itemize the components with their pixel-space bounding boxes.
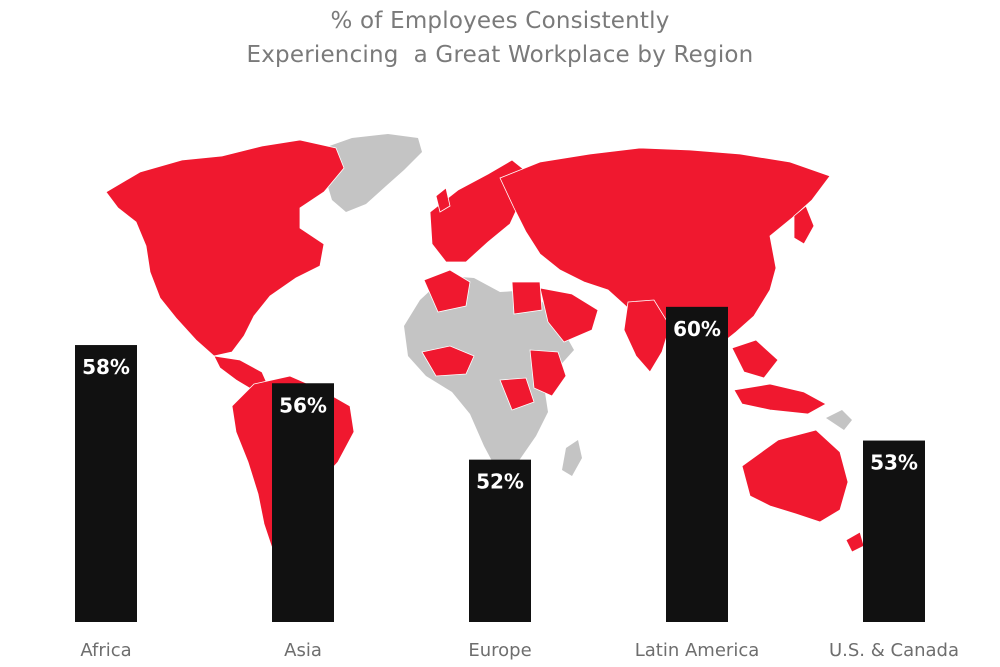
category-label-asia: Asia — [284, 640, 322, 661]
bar-latin-america — [666, 306, 728, 622]
data-label-europe: 52% — [476, 470, 524, 494]
chart-title-line-1: % of Employees Consistently — [330, 8, 670, 34]
data-labels-group: 58% 56% 52% 60% 53% — [82, 317, 918, 494]
bar-u-s-canada — [863, 440, 925, 622]
category-label-u-s-canada: U.S. & Canada — [829, 640, 959, 661]
map-region-egypt — [511, 281, 543, 315]
map-region-australia — [741, 429, 849, 523]
map-region-japan — [793, 205, 815, 245]
map-region-north-africa — [423, 269, 471, 313]
category-labels-group: Africa Asia Europe Latin America U.S. & Cana… — [80, 640, 959, 661]
map-region-west-africa — [421, 345, 475, 377]
bar-asia — [272, 383, 334, 622]
category-label-europe: Europe — [468, 640, 531, 661]
data-label-asia: 56% — [279, 393, 327, 417]
map-region-central-africa — [499, 377, 535, 411]
chart-title-line-2: Experiencing a Great Workplace by Region — [246, 42, 754, 68]
category-label-africa: Africa — [80, 640, 131, 661]
map-region-india — [623, 299, 671, 373]
map-region-indonesia — [733, 383, 827, 415]
data-label-u-s-canada: 53% — [870, 451, 918, 475]
bar-europe — [469, 459, 531, 622]
category-label-latin-america: Latin America — [635, 640, 760, 661]
map-region-north-america — [105, 139, 345, 357]
map-region-uk — [435, 187, 451, 213]
map-region-arabia — [539, 287, 599, 343]
map-region-se-asia — [731, 339, 779, 379]
bars-group — [75, 306, 925, 622]
map-region-new-guinea-gray — [826, 410, 852, 430]
bar-africa — [75, 345, 137, 622]
data-label-latin-america: 60% — [673, 317, 721, 341]
map-region-east-africa — [529, 349, 567, 397]
chart-title: % of Employees Consistently Experiencing… — [0, 4, 1000, 72]
map-region-new-zealand — [845, 531, 865, 553]
map-region-russia-asia — [499, 147, 831, 353]
map-region-madagascar — [562, 440, 582, 476]
map-region-africa-gray — [404, 276, 574, 476]
data-label-africa: 58% — [82, 355, 130, 379]
map-region-greenland — [318, 134, 422, 212]
